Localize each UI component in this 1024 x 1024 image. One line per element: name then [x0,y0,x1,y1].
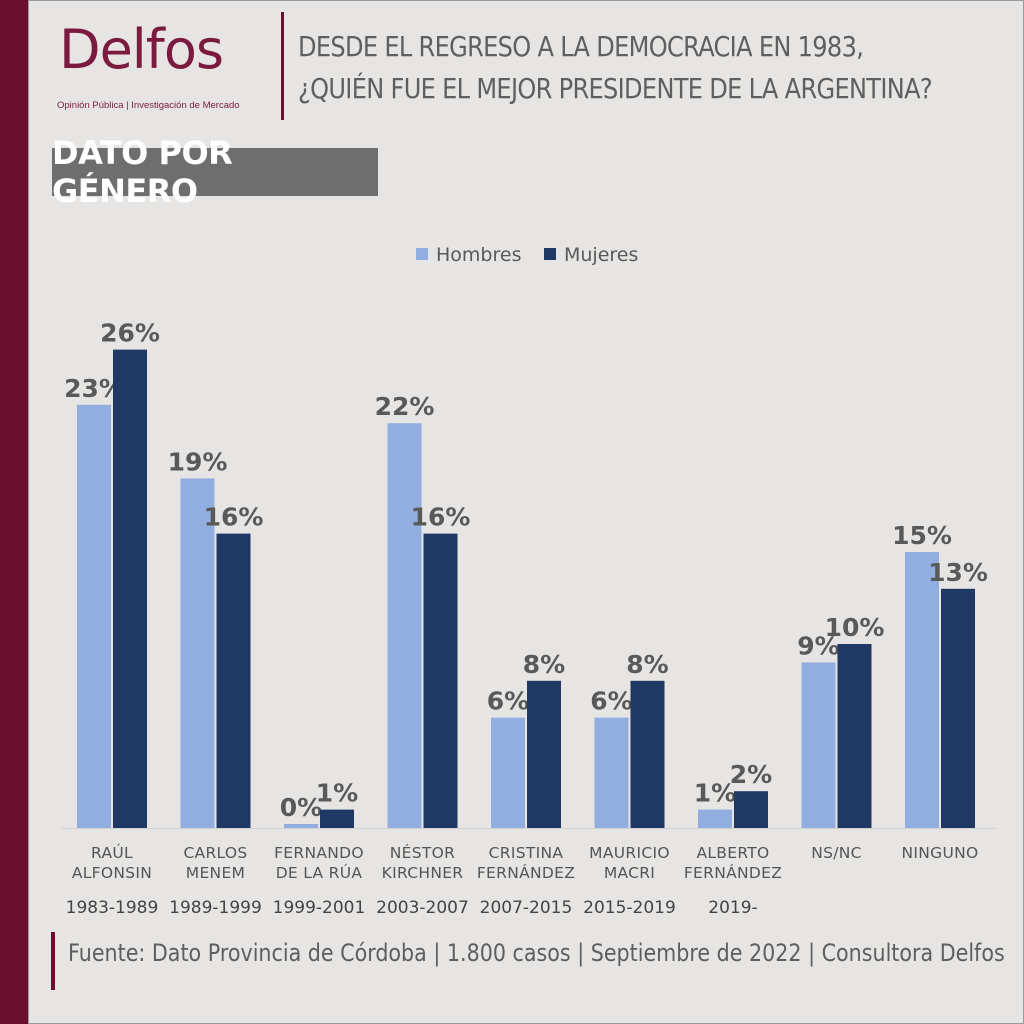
category-label: MENEM [186,864,245,882]
bar-mujeres-5 [630,680,665,828]
category-label: RAÚL [91,843,133,862]
page-title: DESDE EL REGRESO A LA DEMOCRACIA EN 1983… [298,26,933,110]
footer-divider [51,932,55,990]
data-label-mujeres-1: 16% [204,503,264,532]
bar-hombres-5 [594,717,629,828]
data-label-hombres-7: 9% [797,631,839,660]
bar-hombres-2 [284,824,318,828]
category-label: NÉSTOR [390,843,455,862]
data-label-mujeres-6: 2% [730,760,772,789]
legend-label-hombres: Hombres [436,244,521,266]
data-label-mujeres-8: 13% [928,558,988,587]
legend-label-mujeres: Mujeres [564,244,638,266]
category-label: ALFONSIN [72,864,152,882]
data-label-hombres-6: 1% [694,779,736,808]
title-line-2: ¿QUIÉN FUE EL MEJOR PRESIDENTE DE LA ARG… [298,72,933,105]
data-label-hombres-5: 6% [590,687,632,716]
bar-mujeres-0 [113,349,147,828]
data-label-hombres-2: 0% [280,793,322,822]
data-label-mujeres-7: 10% [825,613,885,642]
category-label: FERNANDO [274,844,364,862]
bar-mujeres-1 [216,533,251,828]
bar-hombres-8 [905,552,939,828]
category-period: 2015-2019 [583,898,676,918]
category-label: CARLOS [183,844,247,862]
bar-chart: Hombres Mujeres23%26%RAÚLALFONSIN1983-198… [62,244,995,918]
category-label: DE LA RÚA [276,863,363,882]
legend-swatch-mujeres [544,248,556,260]
bar-mujeres-2 [320,809,354,828]
source-note: Fuente: Dato Provincia de Córdoba | 1.80… [68,939,1005,967]
category-label: NS/NC [811,844,862,862]
data-label-hombres-3: 22% [375,392,435,421]
brand-side-bar [0,0,28,1024]
bar-hombres-0 [77,404,111,828]
category-label: FERNÁNDEZ [477,863,575,882]
category-label: MACRI [604,864,655,882]
category-period: 1999-2001 [273,898,366,918]
data-label-mujeres-0: 26% [100,319,160,348]
logo-tagline: Opinión Pública | Investigación de Merca… [57,100,240,111]
data-label-hombres-8: 15% [892,521,952,550]
category-label: MAURICIO [589,844,670,862]
bar-hombres-1 [180,478,215,828]
category-period: 1983-1989 [66,898,159,918]
category-label: ALBERTO [696,844,769,862]
legend-swatch-hombres [416,248,428,260]
category-period: 2019- [708,898,757,918]
data-label-mujeres-3: 16% [411,503,471,532]
bar-hombres-4 [491,717,525,828]
category-period: 1989-1999 [169,898,262,918]
bar-mujeres-7 [837,644,872,828]
delfos-logo: Delfos Opinión Pública | Investigación d… [55,18,265,115]
header-divider [281,12,284,120]
bar-mujeres-3 [423,533,458,828]
category-label: KIRCHNER [382,864,464,882]
category-period: 2007-2015 [480,898,573,918]
category-label: FERNÁNDEZ [684,863,782,882]
data-label-mujeres-5: 8% [626,650,668,679]
bar-hombres-6 [698,809,732,828]
data-label-hombres-4: 6% [487,687,529,716]
category-period: 2003-2007 [376,898,469,918]
bar-mujeres-8 [941,588,975,828]
bar-mujeres-4 [527,680,561,828]
data-label-mujeres-2: 1% [316,779,358,808]
title-line-1: DESDE EL REGRESO A LA DEMOCRACIA EN 1983… [298,30,864,63]
logo-wordmark: Delfos [59,18,224,81]
data-label-mujeres-4: 8% [523,650,565,679]
category-label: CRISTINA [489,844,564,862]
bar-hombres-3 [387,423,422,828]
data-label-hombres-1: 19% [168,447,228,476]
category-label: NINGUNO [901,844,978,862]
bar-hombres-7 [801,662,836,828]
bar-mujeres-6 [734,791,768,828]
